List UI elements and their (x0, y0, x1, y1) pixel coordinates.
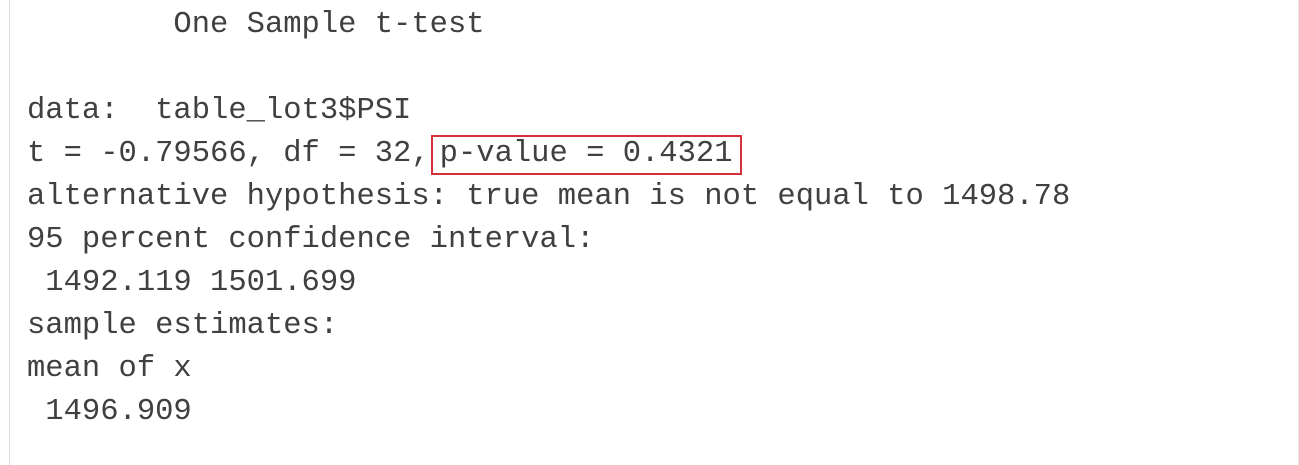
estimates-header: sample estimates: (27, 309, 339, 343)
ci-values: 1492.119 1501.699 (27, 266, 357, 300)
t-df-stats: t = -0.79566, df = 32, (27, 137, 430, 171)
estimate-label: mean of x (27, 352, 192, 386)
ci-header: 95 percent confidence interval: (27, 223, 595, 257)
p-value-highlight: p-value = 0.4321 (430, 135, 742, 175)
estimate-value: 1496.909 (27, 395, 192, 429)
pane-left-border (9, 0, 10, 465)
stats-line: t = -0.79566, df = 32, p-value = 0.4321 (27, 133, 1070, 176)
alternative-hypothesis: alternative hypothesis: true mean is not… (27, 180, 1071, 214)
data-line: data: table_lot3$PSI (27, 94, 412, 128)
test-title: One Sample t-test (27, 8, 485, 42)
blank-line (27, 47, 1070, 90)
